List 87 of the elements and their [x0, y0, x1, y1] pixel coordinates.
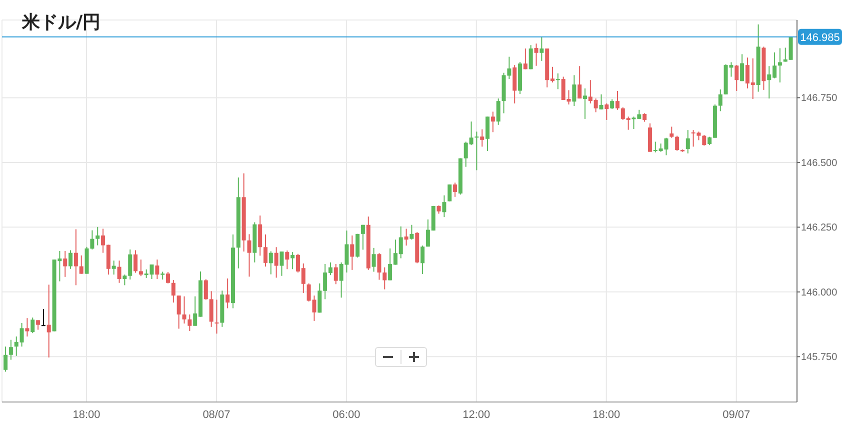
candlestick [523, 48, 528, 70]
y-tick-label: 146.750 [801, 93, 838, 104]
candlestick [74, 228, 78, 286]
candlestick [604, 102, 609, 120]
candlestick [474, 131, 479, 171]
candlestick [204, 278, 208, 300]
candlestick [182, 296, 186, 324]
x-tick-label: 09/07 [722, 408, 750, 421]
y-tick-label: 146.250 [801, 222, 838, 234]
candlestick [4, 346, 8, 372]
candlestick [372, 247, 376, 272]
candlestick [90, 230, 94, 250]
candlestick [155, 259, 160, 280]
candlestick [96, 226, 100, 246]
candlestick [686, 130, 690, 154]
candlestick [382, 266, 387, 290]
candlestick [480, 128, 484, 148]
candlestick [496, 98, 500, 126]
candlestick [556, 72, 560, 90]
candlestick [274, 246, 278, 278]
candlestick [258, 215, 262, 256]
candlestick [778, 48, 782, 83]
candlestick [334, 263, 338, 285]
candlestick [540, 36, 544, 62]
candlestick [578, 66, 582, 99]
candlestick [36, 320, 40, 330]
candlestick [171, 280, 176, 304]
x-tick-label: 18:00 [592, 408, 620, 421]
candlestick [30, 317, 35, 334]
candlestick [263, 234, 268, 268]
candlestick [442, 194, 446, 218]
candlestick [410, 224, 414, 240]
ref-line-label: 146.985 [800, 32, 840, 44]
candlestick [280, 251, 284, 276]
candlestick [350, 234, 354, 270]
y-tick-label: 146.000 [801, 287, 838, 298]
candlestick [79, 254, 84, 274]
candlestick [25, 318, 30, 337]
x-tick-label: 18:00 [72, 408, 100, 421]
candlestick [740, 54, 744, 82]
candlestick [512, 64, 517, 104]
candlestick [486, 116, 490, 152]
x-tick-label: 08/07 [202, 408, 230, 421]
chart-title: 米ドル/円 [22, 11, 101, 34]
candlestick [176, 295, 181, 330]
candlestick [290, 252, 295, 270]
candlestick [188, 314, 192, 332]
candlestick [572, 74, 576, 106]
candlestick [610, 98, 614, 110]
candlestick [420, 245, 425, 275]
y-tick-label: 146.500 [801, 158, 838, 169]
candlestick [268, 250, 273, 275]
candlestick [209, 290, 214, 328]
candlestick [63, 250, 68, 278]
candlestick [534, 43, 538, 66]
candlestick [285, 250, 290, 270]
candlestick [670, 126, 674, 138]
x-tick-label: 12:00 [462, 408, 490, 421]
candlestick [68, 250, 73, 270]
candlestick [404, 228, 408, 246]
y-tick-label: 145.750 [801, 352, 838, 364]
candlestick [448, 184, 452, 202]
candlestick [226, 278, 230, 309]
candlestick [377, 252, 382, 280]
candlestick [46, 284, 51, 358]
candlestick [599, 94, 604, 110]
candlestick [41, 308, 46, 326]
candlestick [453, 182, 458, 198]
candlestick [734, 64, 739, 92]
x-tick-label: 06:00 [332, 408, 360, 421]
candlestick [583, 88, 588, 120]
candlestick [528, 44, 533, 70]
candlestick [214, 299, 219, 334]
candlestick [134, 250, 138, 274]
candlestick [356, 233, 360, 258]
candlestick [702, 134, 706, 146]
candlestick [675, 135, 680, 152]
candlestick [490, 111, 495, 133]
candlestick [117, 260, 122, 284]
candlestick [718, 88, 722, 112]
candlestick [360, 224, 365, 250]
candlestick [247, 234, 252, 278]
candlestick [138, 259, 143, 277]
candlestick [112, 260, 116, 276]
candlestick [8, 339, 13, 360]
candlestick [166, 271, 170, 284]
candlestick [615, 90, 620, 110]
